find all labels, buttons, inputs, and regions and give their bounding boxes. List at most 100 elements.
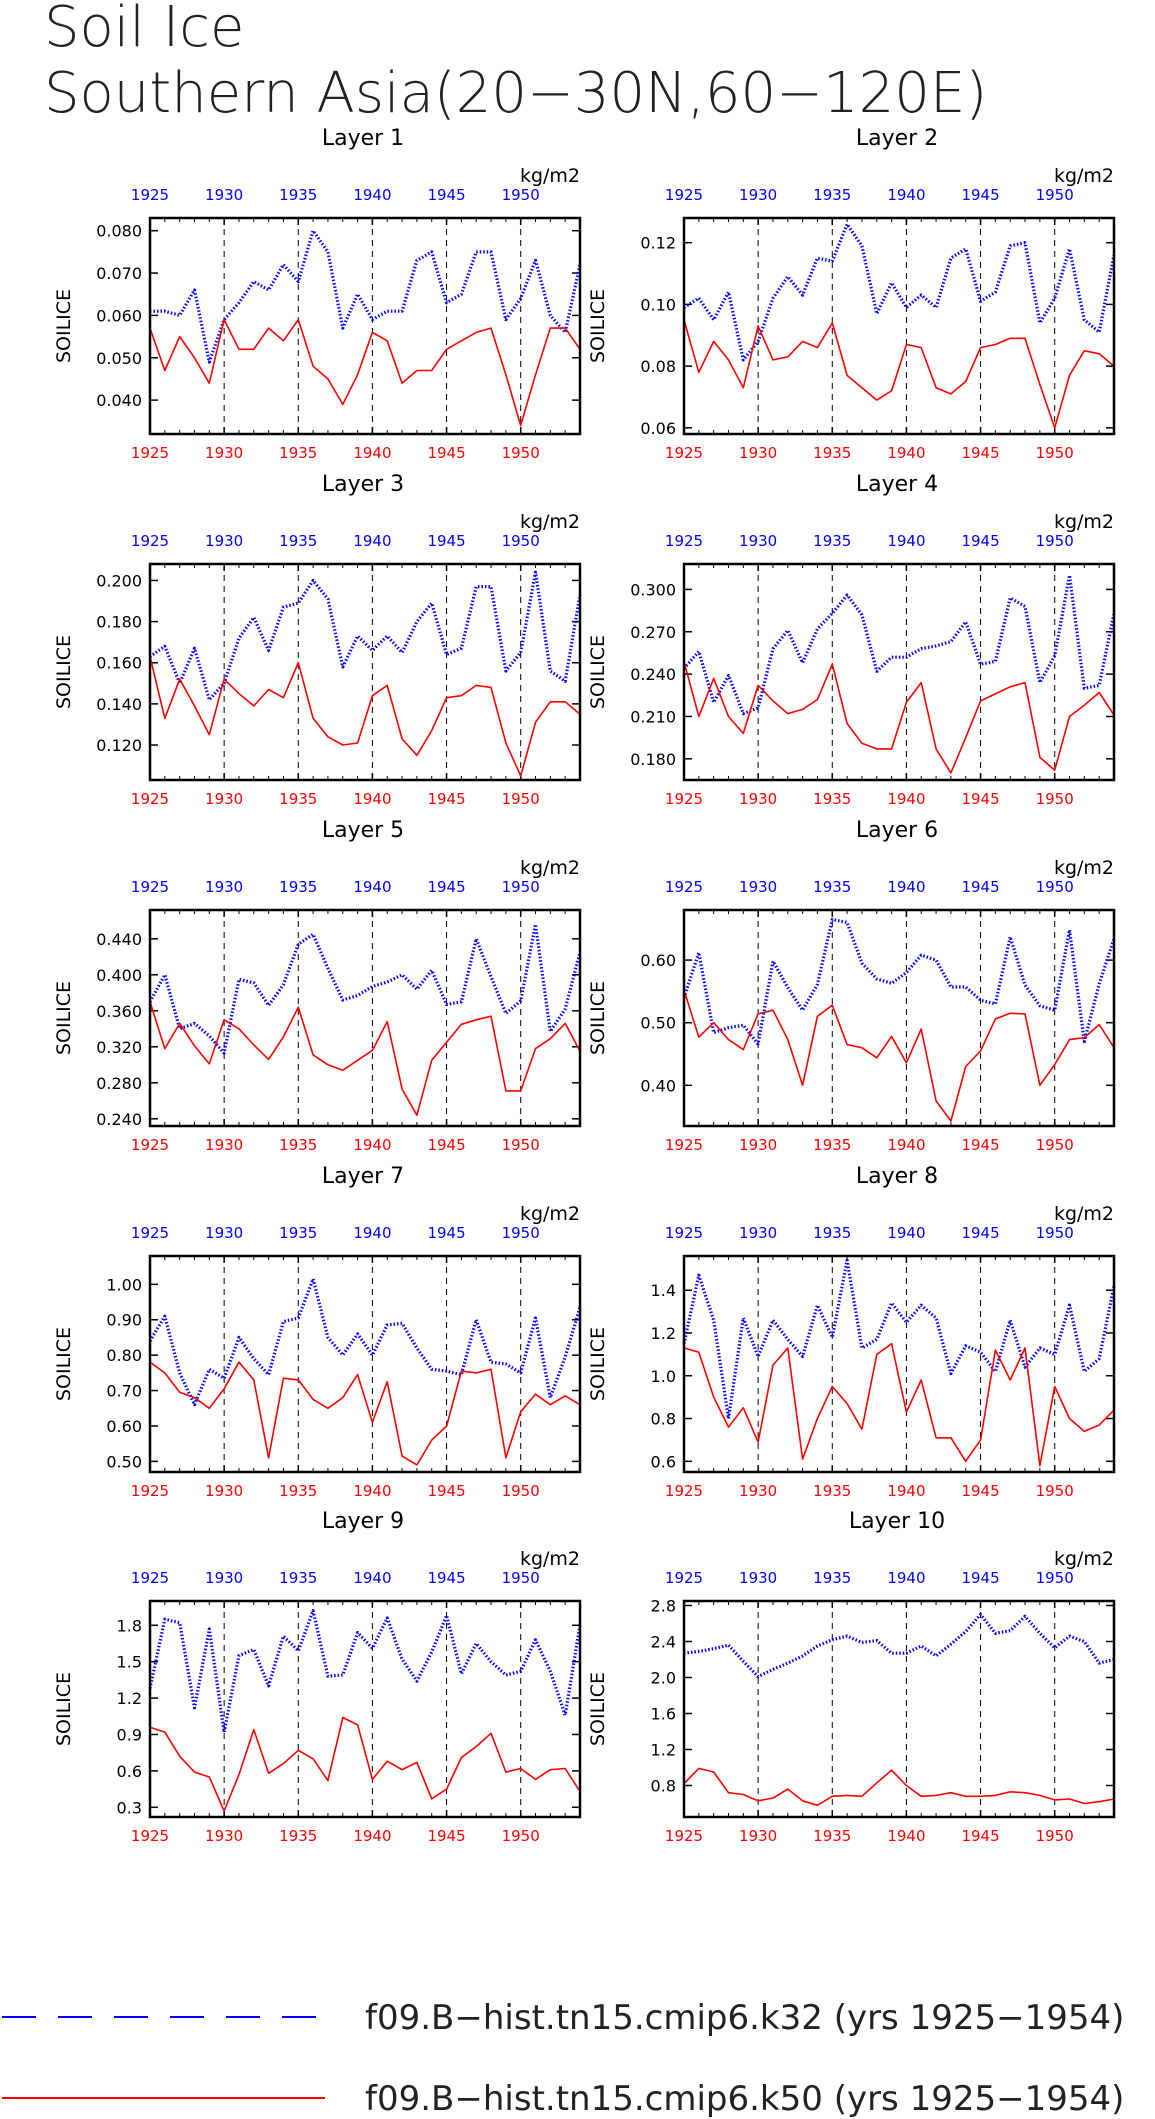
x-tick-label-top: 1935 bbox=[813, 1224, 851, 1242]
x-tick-label-bottom: 1925 bbox=[131, 444, 169, 462]
y-tick-label: 0.160 bbox=[96, 654, 142, 673]
y-tick-label: 0.140 bbox=[96, 695, 142, 714]
unit-label: kg/m2 bbox=[1054, 1203, 1114, 1225]
x-tick-label-top: 1940 bbox=[353, 1569, 391, 1587]
y-tick-label: 1.8 bbox=[117, 1616, 142, 1635]
series-line-k50 bbox=[149, 1716, 581, 1812]
y-tick-label: 0.80 bbox=[106, 1346, 142, 1365]
x-tick-label-top: 1940 bbox=[887, 532, 925, 550]
x-tick-label-top: 1950 bbox=[502, 1569, 540, 1587]
y-axis-label: SOILICE bbox=[587, 289, 609, 363]
y-tick-label: 0.120 bbox=[96, 736, 142, 755]
x-tick-label-top: 1930 bbox=[205, 1569, 243, 1587]
x-tick-label-top: 1940 bbox=[887, 186, 925, 204]
x-tick-label-top: 1945 bbox=[427, 1569, 465, 1587]
y-tick-label: 1.00 bbox=[106, 1275, 142, 1294]
x-tick-label-bottom: 1945 bbox=[961, 790, 999, 808]
x-tick-label-bottom: 1950 bbox=[1036, 1827, 1074, 1845]
x-tick-label-top: 1930 bbox=[739, 186, 777, 204]
x-tick-label-top: 1940 bbox=[353, 186, 391, 204]
panel-layer-8: Layer 8 kg/m2 1925 1925 1930 1930 1935 1935 1940… bbox=[587, 1164, 1116, 1500]
x-tick-label-top: 1950 bbox=[1036, 1224, 1074, 1242]
x-tick-label-bottom: 1950 bbox=[1036, 1136, 1074, 1154]
panel-title: Layer 3 bbox=[322, 472, 404, 497]
x-tick-label-bottom: 1925 bbox=[665, 1827, 703, 1845]
x-tick-label-top: 1925 bbox=[131, 1224, 169, 1242]
x-tick-label-top: 1950 bbox=[502, 878, 540, 896]
series-line-k50 bbox=[149, 1361, 581, 1466]
legend-label-k50: f09.B−hist.tn15.cmip6.k50 (yrs 1925−1954… bbox=[365, 2079, 1124, 2119]
x-tick-label-top: 1935 bbox=[813, 1569, 851, 1587]
x-tick-label-bottom: 1935 bbox=[813, 1482, 851, 1500]
x-tick-label-bottom: 1940 bbox=[353, 1827, 391, 1845]
panel-layer-9: Layer 9 kg/m2 1925 1925 1930 1930 1935 1935 1940… bbox=[53, 1509, 582, 1845]
unit-label: kg/m2 bbox=[520, 1548, 580, 1570]
x-tick-label-top: 1950 bbox=[1036, 1569, 1074, 1587]
series-line-k50 bbox=[683, 989, 1115, 1122]
panel-title: Layer 4 bbox=[856, 472, 938, 497]
series-line-k32 bbox=[149, 570, 582, 702]
x-tick-label-bottom: 1940 bbox=[887, 1827, 925, 1845]
series-line-k32 bbox=[150, 229, 582, 364]
x-tick-label-bottom: 1925 bbox=[665, 444, 703, 462]
y-axis-label: SOILICE bbox=[587, 981, 609, 1055]
unit-label: kg/m2 bbox=[520, 1203, 580, 1225]
unit-label: kg/m2 bbox=[520, 165, 580, 187]
y-tick-label: 0.050 bbox=[96, 349, 142, 368]
y-tick-label: 0.240 bbox=[96, 1110, 142, 1129]
y-axis-label: SOILICE bbox=[587, 635, 609, 709]
x-tick-label-bottom: 1940 bbox=[353, 1482, 391, 1500]
x-tick-label-bottom: 1950 bbox=[502, 790, 540, 808]
x-tick-label-top: 1940 bbox=[887, 1224, 925, 1242]
x-tick-label-top: 1930 bbox=[739, 878, 777, 896]
x-tick-label-bottom: 1930 bbox=[205, 1827, 243, 1845]
series-line-k50 bbox=[683, 661, 1115, 774]
x-tick-label-bottom: 1940 bbox=[887, 790, 925, 808]
x-tick-label-top: 1935 bbox=[813, 878, 851, 896]
y-tick-label: 2.8 bbox=[651, 1597, 676, 1616]
plot-frame bbox=[682, 908, 1116, 1128]
y-tick-label: 1.0 bbox=[651, 1367, 676, 1386]
x-tick-label-bottom: 1945 bbox=[961, 1827, 999, 1845]
x-tick-label-top: 1935 bbox=[813, 186, 851, 204]
x-tick-label-top: 1925 bbox=[665, 186, 703, 204]
y-axis-label: SOILICE bbox=[53, 1672, 75, 1746]
x-tick-label-bottom: 1925 bbox=[665, 790, 703, 808]
x-tick-label-bottom: 1930 bbox=[205, 444, 243, 462]
x-tick-label-bottom: 1935 bbox=[813, 1827, 851, 1845]
y-tick-label: 0.50 bbox=[106, 1452, 142, 1471]
x-tick-label-top: 1945 bbox=[961, 1569, 999, 1587]
x-tick-label-bottom: 1930 bbox=[739, 1136, 777, 1154]
series-line-k50 bbox=[683, 1342, 1115, 1467]
plot-frame bbox=[682, 1599, 1116, 1819]
y-axis-label: SOILICE bbox=[587, 1672, 609, 1746]
x-tick-label-top: 1935 bbox=[279, 878, 317, 896]
x-tick-label-top: 1925 bbox=[131, 878, 169, 896]
x-tick-label-bottom: 1935 bbox=[279, 1136, 317, 1154]
y-tick-label: 1.2 bbox=[117, 1689, 142, 1708]
x-tick-label-bottom: 1950 bbox=[1036, 1482, 1074, 1500]
panel-title: Layer 6 bbox=[856, 818, 938, 843]
x-tick-label-top: 1945 bbox=[427, 532, 465, 550]
panel-layer-6: Layer 6 kg/m2 1925 1925 1930 1930 1935 1935 1940… bbox=[587, 818, 1116, 1154]
x-tick-label-top: 1935 bbox=[279, 1569, 317, 1587]
y-tick-label: 0.360 bbox=[96, 1002, 142, 1021]
x-tick-label-bottom: 1935 bbox=[279, 444, 317, 462]
x-tick-label-top: 1930 bbox=[205, 1224, 243, 1242]
y-tick-label: 1.6 bbox=[651, 1705, 676, 1724]
series-line-k32 bbox=[682, 1258, 1116, 1421]
series-line-k50 bbox=[149, 656, 581, 777]
x-tick-label-bottom: 1945 bbox=[427, 1136, 465, 1154]
series-line-k32 bbox=[148, 1277, 582, 1407]
x-tick-label-top: 1930 bbox=[205, 878, 243, 896]
y-tick-label: 0.8 bbox=[651, 1777, 676, 1796]
y-tick-label: 0.6 bbox=[651, 1452, 676, 1471]
x-tick-label-bottom: 1935 bbox=[813, 444, 851, 462]
y-tick-label: 0.70 bbox=[106, 1382, 142, 1401]
x-tick-label-bottom: 1935 bbox=[813, 1136, 851, 1154]
x-tick-label-bottom: 1950 bbox=[502, 1136, 540, 1154]
x-tick-label-bottom: 1935 bbox=[279, 1827, 317, 1845]
x-tick-label-top: 1925 bbox=[665, 1569, 703, 1587]
y-tick-label: 0.180 bbox=[630, 750, 676, 769]
